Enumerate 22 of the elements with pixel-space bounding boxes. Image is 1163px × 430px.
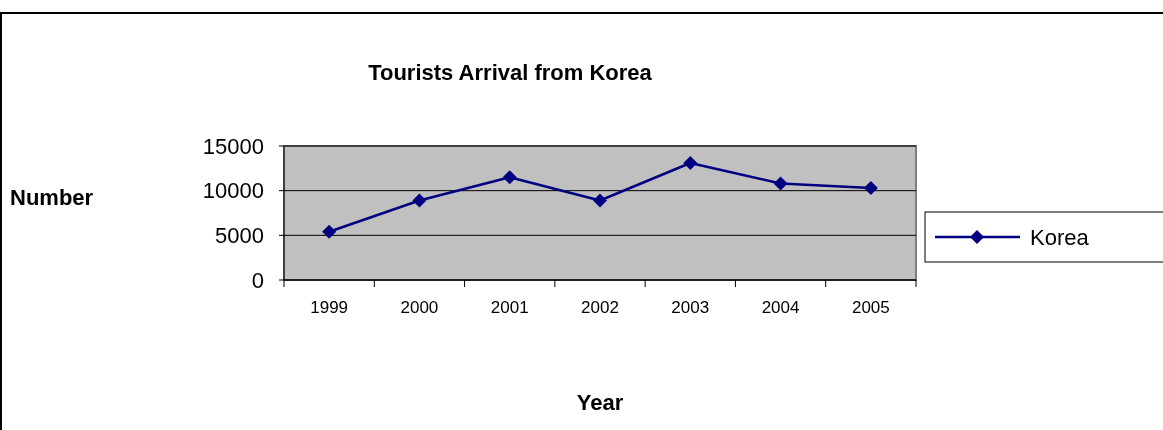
x-tick-label: 1999 — [310, 298, 349, 317]
x-tick-label: 2005 — [851, 298, 890, 317]
legend-label: Korea — [1030, 224, 1090, 250]
point — [412, 193, 427, 208]
y-tick-label: 15000 — [202, 133, 264, 159]
chart-title: Tourists Arrival from Korea — [368, 60, 653, 85]
x-tick-label: 2000 — [400, 298, 439, 317]
x-tick-label: 2001 — [490, 298, 529, 317]
point — [593, 193, 607, 208]
y-tick-label: 0 — [251, 267, 264, 293]
point — [322, 224, 337, 239]
x-tick-label: 2003 — [671, 298, 710, 317]
point — [773, 176, 788, 191]
x-tick-label: 2002 — [581, 298, 619, 317]
x-axis-title: Year — [576, 390, 624, 415]
y-tick-label: 5000 — [215, 223, 264, 249]
x-tick-label: 2004 — [761, 298, 800, 317]
y-axis-title: Number — [10, 185, 94, 210]
point — [863, 180, 878, 195]
point — [683, 155, 698, 170]
y-tick-label: 10000 — [202, 178, 264, 204]
point — [502, 170, 517, 185]
